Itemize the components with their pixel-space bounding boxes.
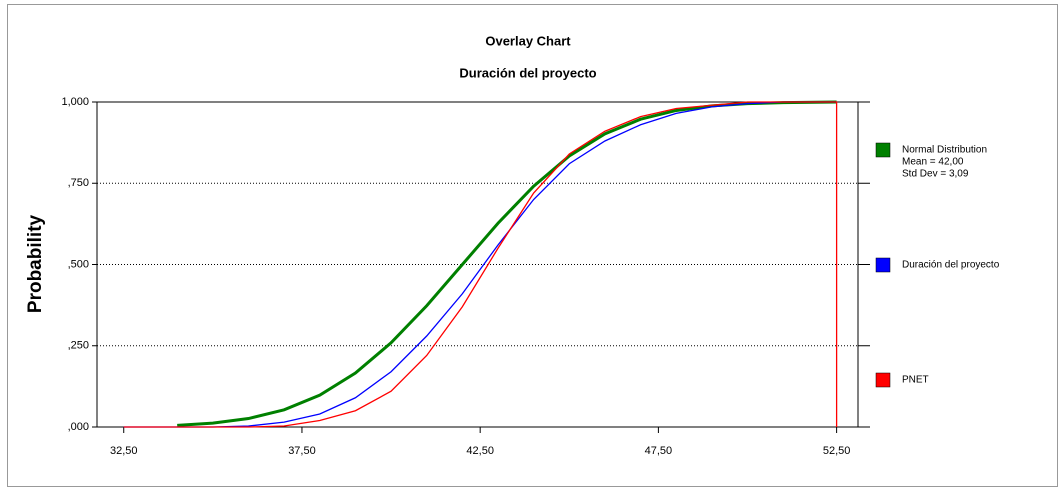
legend-label: Duración del proyecto — [902, 260, 1000, 271]
legend-swatch — [875, 142, 891, 158]
legend-swatch — [875, 257, 891, 273]
x-tick-label: 37,50 — [288, 445, 316, 457]
chart-title: Overlay Chart — [485, 33, 571, 48]
x-tick-label: 42,50 — [466, 445, 494, 457]
legend-label: Normal Distribution — [902, 145, 987, 156]
x-tick-label: 52,50 — [823, 445, 851, 457]
y-tick-label: ,750 — [68, 177, 89, 189]
x-tick-label: 32,50 — [110, 445, 138, 457]
legend-note: Mean = 42,00 — [902, 157, 964, 168]
y-axis-label: Probability — [25, 214, 46, 313]
y-tick-label: 1,000 — [61, 96, 89, 108]
legend-note: Std Dev = 3,09 — [902, 169, 969, 180]
legend-label: PNET — [902, 375, 929, 386]
y-tick-label: ,250 — [68, 340, 89, 352]
series-line — [123, 101, 838, 428]
frame — [7, 4, 1058, 487]
series-line — [123, 101, 837, 428]
legend-swatch — [875, 372, 891, 388]
y-tick-label: ,000 — [68, 421, 89, 433]
y-tick-label: ,500 — [68, 258, 89, 270]
x-tick-label: 47,50 — [645, 445, 673, 457]
chart-subtitle: Duración del proyecto — [459, 65, 596, 80]
